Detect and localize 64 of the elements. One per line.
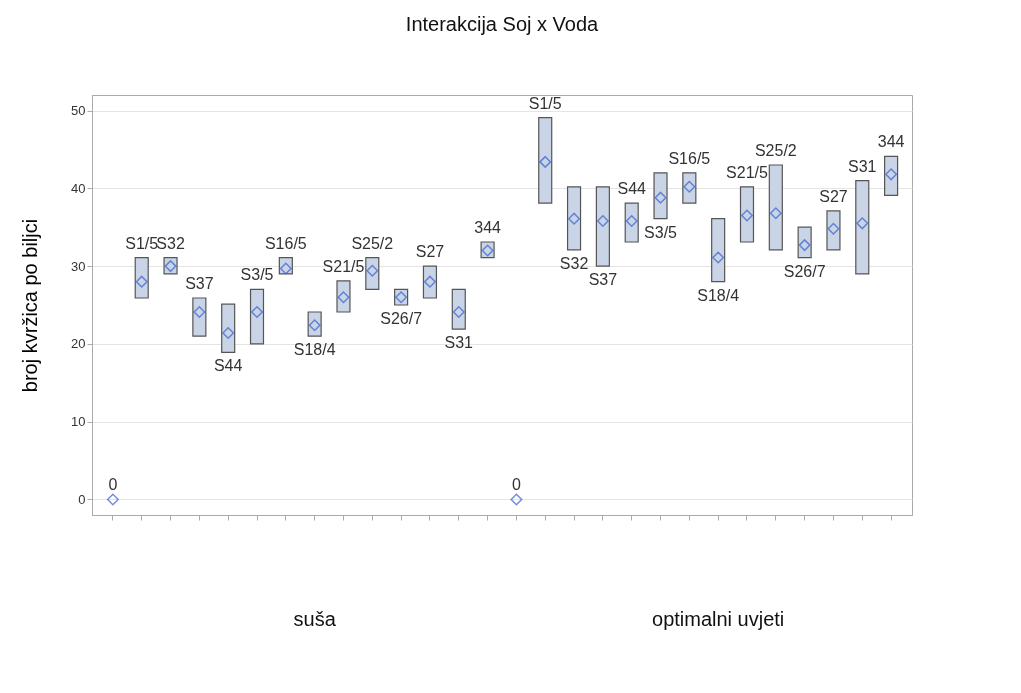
annotation: S37 [588,271,618,289]
y-axis-title: broj kvržica po biljci [19,218,42,393]
y-tick-label: 50 [71,103,86,119]
annotation: S21/5 [322,257,365,275]
bar [884,155,899,196]
annotation: S27 [819,187,848,205]
bar [249,288,265,345]
text: optimalni uvjeti [652,608,785,630]
bar [826,210,841,251]
annotation: S25/2 [351,234,394,252]
annotation: S44 [213,357,243,375]
bar [739,186,755,243]
annotation: 0 [511,476,521,494]
point [251,306,263,318]
y-tick-label: 30 [71,258,86,274]
annotation: S37 [185,275,214,292]
annotation: S18/4 [697,286,740,304]
bar [221,303,236,354]
chart-title: Interakcija Soj x Voda [405,13,600,35]
annotation: S27 [415,243,445,261]
annotation: S44 [617,180,647,198]
annotation: S25/2 [754,142,797,159]
bar [624,202,639,243]
annotation: 344 [877,133,905,151]
annotation: S18/4 [293,341,336,359]
annotation: S3/5 [644,223,678,241]
annotation: S26/7 [380,310,423,327]
annotation: S3/5 [240,266,274,284]
annotation: S1/5 [528,94,562,112]
annotation: S31 [848,157,877,175]
annotation: S31 [444,334,474,352]
point [596,215,609,227]
point [106,493,119,506]
point [856,217,869,230]
point [568,212,581,225]
point [712,251,725,264]
annotation: S26/7 [783,262,826,280]
bar [855,179,870,275]
annotation: 0 [108,476,118,494]
y-tick-label: 0 [78,491,86,507]
point [769,207,782,220]
y-tick-label: 20 [71,336,86,352]
annotation: S21/5 [726,163,768,181]
bar [653,172,668,220]
text: suša [293,608,337,630]
bar [711,218,726,283]
bar [134,256,149,299]
bar [566,186,582,251]
point [510,493,523,506]
annotation: S32 [559,254,589,272]
annotation: S16/5 [264,234,307,252]
annotation: 344 [474,219,502,236]
bar [595,186,610,267]
annotation: S32 [156,234,185,252]
bar [192,297,207,337]
point [539,155,552,168]
y-tick-label: 40 [71,180,86,196]
bar [451,288,466,330]
bar [538,116,553,204]
bar [768,164,783,251]
annotation: S16/5 [668,149,711,167]
y-tick-label: 10 [71,414,86,430]
point [741,209,753,222]
annotation: S1/5 [125,234,159,252]
